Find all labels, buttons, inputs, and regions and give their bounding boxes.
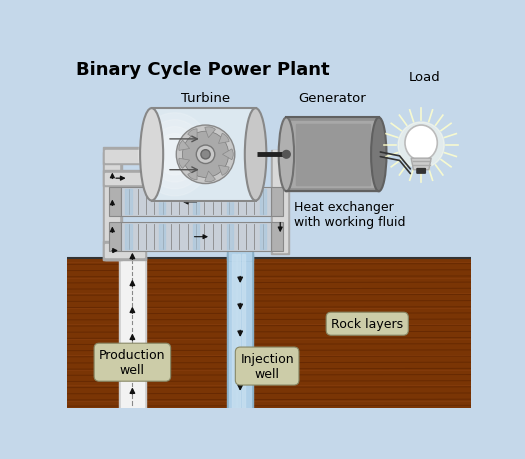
Wedge shape [179, 141, 190, 151]
Ellipse shape [144, 120, 205, 190]
Wedge shape [223, 150, 233, 160]
Bar [233, 255, 236, 409]
Bar [119, 255, 146, 409]
Bar [296, 124, 370, 186]
Bar [103, 242, 146, 260]
Wedge shape [205, 172, 215, 182]
Bar [193, 224, 199, 249]
Bar [121, 255, 144, 409]
Bar [229, 246, 251, 260]
Bar [103, 153, 122, 260]
Bar [227, 246, 253, 260]
Wedge shape [218, 134, 229, 144]
Bar [106, 174, 157, 184]
Wedge shape [179, 159, 190, 169]
Bar [237, 255, 240, 409]
Ellipse shape [279, 118, 294, 192]
Bar [226, 224, 233, 249]
Circle shape [398, 123, 444, 169]
Bar [159, 190, 165, 215]
Bar [242, 255, 245, 409]
Bar [67, 259, 471, 409]
Text: Injection
well: Injection well [240, 353, 294, 380]
Bar [125, 190, 132, 215]
Wedge shape [218, 166, 229, 176]
Bar [106, 153, 119, 260]
Bar [159, 224, 165, 249]
Wedge shape [188, 129, 197, 140]
Bar [121, 223, 271, 251]
Circle shape [176, 126, 235, 184]
Text: Heat exchanger
with working fluid: Heat exchanger with working fluid [294, 201, 406, 229]
Text: Generator: Generator [299, 92, 366, 105]
Bar [287, 118, 379, 192]
Bar [227, 255, 253, 409]
Wedge shape [205, 128, 215, 138]
Text: Binary Cycle Power Plant: Binary Cycle Power Plant [76, 61, 330, 79]
Circle shape [183, 132, 229, 178]
Text: Turbine: Turbine [181, 92, 230, 105]
Bar [103, 171, 157, 186]
Bar [152, 109, 256, 201]
Bar [106, 244, 144, 258]
Circle shape [201, 151, 210, 160]
Ellipse shape [151, 127, 199, 183]
Bar [260, 190, 266, 215]
Ellipse shape [371, 118, 386, 192]
Bar [109, 223, 121, 251]
Bar [106, 151, 213, 162]
Text: Rock layers: Rock layers [331, 318, 403, 330]
Polygon shape [411, 159, 431, 170]
Bar [260, 224, 266, 249]
Circle shape [196, 146, 215, 164]
Ellipse shape [139, 113, 211, 196]
Ellipse shape [245, 109, 266, 201]
Ellipse shape [140, 109, 163, 201]
Bar [271, 151, 289, 255]
Bar [103, 148, 211, 165]
Bar [193, 190, 199, 215]
Bar [226, 190, 233, 215]
FancyBboxPatch shape [417, 169, 425, 174]
Ellipse shape [405, 126, 437, 161]
Text: Load: Load [409, 70, 441, 84]
Bar [125, 224, 132, 249]
Bar [229, 255, 251, 409]
Text: Production
well: Production well [99, 348, 166, 376]
Bar [290, 122, 375, 188]
Wedge shape [188, 170, 197, 180]
Bar [109, 188, 121, 217]
Bar [271, 188, 282, 217]
Bar [121, 188, 271, 217]
Bar [271, 223, 282, 251]
Circle shape [282, 151, 290, 159]
Ellipse shape [156, 134, 193, 176]
Bar [274, 151, 287, 252]
